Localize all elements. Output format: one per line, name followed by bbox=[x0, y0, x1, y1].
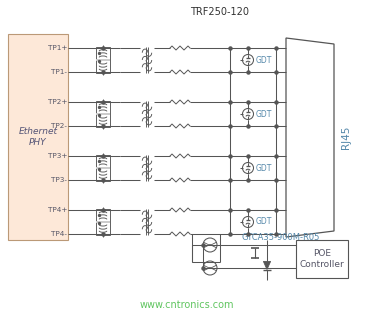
Text: Ethernet
PHY: Ethernet PHY bbox=[18, 127, 58, 147]
Text: TP4+: TP4+ bbox=[47, 207, 67, 213]
Text: RJ45: RJ45 bbox=[341, 126, 351, 149]
Text: TP3-: TP3- bbox=[51, 177, 67, 183]
Bar bbox=[96, 167, 110, 169]
Text: www.cntronics.com: www.cntronics.com bbox=[140, 300, 234, 310]
Text: TP2-: TP2- bbox=[51, 123, 67, 129]
Text: TP3+: TP3+ bbox=[47, 153, 67, 159]
Polygon shape bbox=[263, 261, 271, 269]
Text: TP4-: TP4- bbox=[51, 231, 67, 237]
Bar bbox=[8, 34, 68, 240]
Text: GDT: GDT bbox=[256, 109, 272, 118]
Text: GDT: GDT bbox=[256, 164, 272, 172]
Bar bbox=[96, 209, 110, 235]
Bar bbox=[296, 240, 348, 278]
Bar bbox=[96, 101, 110, 127]
Bar bbox=[96, 221, 110, 223]
Bar bbox=[96, 113, 110, 115]
Text: GDT: GDT bbox=[256, 218, 272, 227]
Bar bbox=[96, 59, 110, 61]
Text: TP1+: TP1+ bbox=[47, 45, 67, 51]
Text: TP1-: TP1- bbox=[51, 69, 67, 75]
Text: GDT: GDT bbox=[256, 55, 272, 65]
Text: TRF250-120: TRF250-120 bbox=[190, 7, 249, 17]
Text: POE
Controller: POE Controller bbox=[300, 249, 344, 269]
Bar bbox=[96, 47, 110, 73]
Text: GTCA35-900M-R05: GTCA35-900M-R05 bbox=[242, 234, 321, 243]
Text: TP2+: TP2+ bbox=[47, 99, 67, 105]
Bar bbox=[96, 155, 110, 181]
